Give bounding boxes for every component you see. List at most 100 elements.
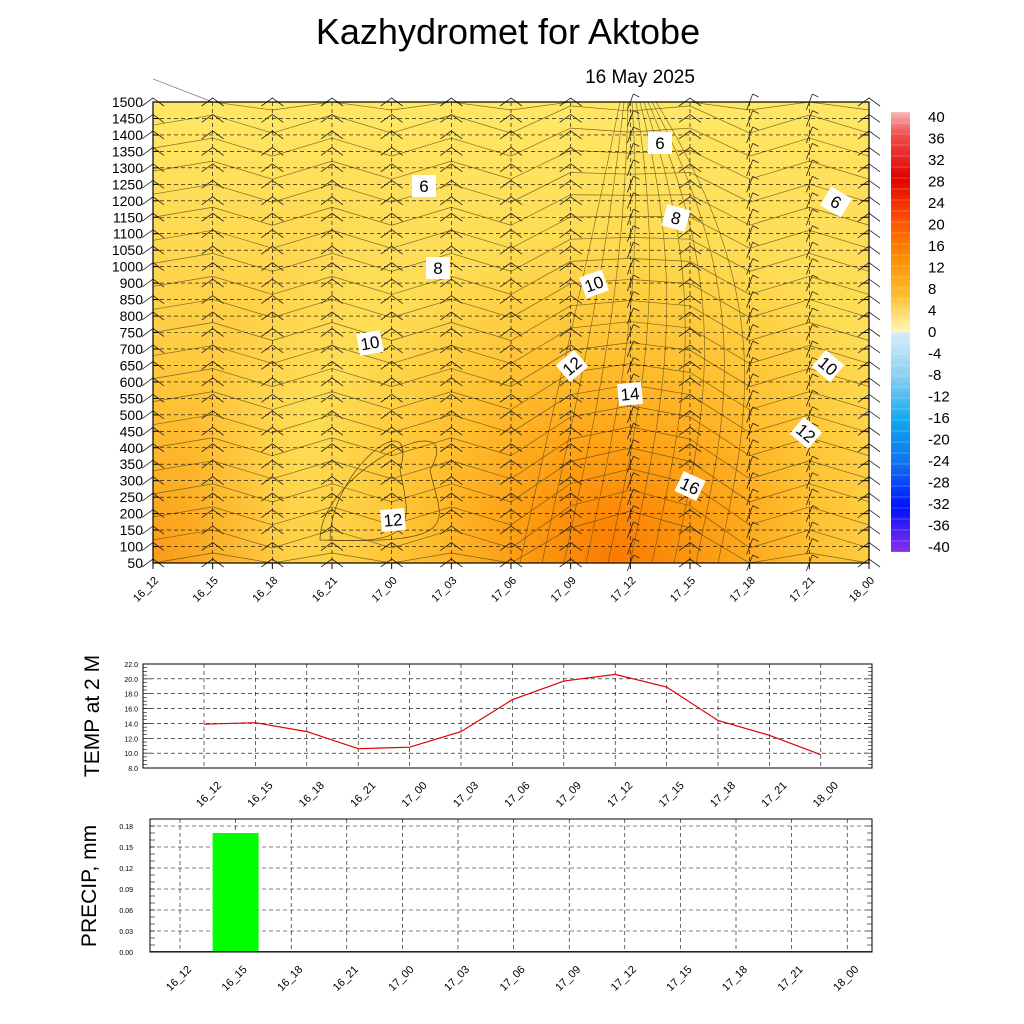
isotherm	[651, 101, 725, 564]
wind-barb	[201, 443, 224, 453]
y-tick-label: 20.0	[124, 677, 138, 684]
wind-barb	[261, 410, 284, 420]
colorbar-label: 40	[928, 109, 945, 126]
y-tick-label: 0.03	[119, 929, 133, 936]
wind-barb	[320, 459, 344, 469]
wind-barb	[380, 163, 403, 173]
wind-barb	[320, 245, 344, 255]
wind-barb	[440, 426, 463, 436]
wind-barb	[201, 311, 224, 321]
isotherm	[647, 101, 705, 564]
x-tick-label: 17_00	[370, 575, 400, 605]
cross-section-x-axis: 16_12 16_15 16_18 16_21 17_00 17_03 17_06 17_09…	[131, 563, 877, 605]
x-tick-label: 16_12	[164, 964, 194, 994]
wind-barb	[559, 443, 582, 453]
wind-barb	[320, 410, 344, 420]
wind-barb	[440, 97, 463, 107]
wind-barb	[440, 393, 463, 403]
x-tick-label: 16_15	[245, 780, 275, 810]
wind-barb	[440, 179, 463, 189]
wind-barb	[678, 443, 702, 453]
wind-barb	[678, 278, 702, 288]
y-tick-label: 600	[120, 374, 144, 390]
wind-barb	[746, 175, 759, 193]
wind-barb	[805, 488, 819, 506]
wind-barb	[559, 245, 582, 255]
wind-barb	[678, 245, 702, 255]
contour-label-group: 6	[820, 186, 852, 218]
wind-barb	[201, 542, 224, 551]
wind-barb	[380, 476, 403, 486]
wind-barb	[440, 459, 463, 469]
wind-barb	[678, 542, 702, 551]
wind-barb	[499, 443, 523, 453]
y-tick-label: 1400	[112, 127, 143, 143]
wind-barb	[678, 525, 702, 535]
wind-barb	[626, 439, 640, 456]
y-tick-label: 0.15	[119, 845, 133, 852]
wind-barb	[678, 146, 702, 156]
wind-barb	[559, 113, 582, 123]
contour-label-box	[617, 381, 643, 407]
wind-barb	[805, 472, 819, 489]
wind-barb	[201, 179, 224, 189]
x-tick-label: 16_21	[310, 575, 340, 605]
x-tick-label: 17_21	[759, 780, 789, 810]
contour-label-group: 12	[380, 507, 406, 533]
x-tick-label: 17_15	[668, 575, 698, 605]
temperature-panel: 22.020.018.016.014.012.010.08.0 16_12 16_…	[81, 655, 873, 810]
wind-barb	[559, 492, 582, 502]
wind-barb	[499, 360, 523, 370]
wind-barb	[201, 262, 224, 271]
wind-barb	[499, 245, 523, 255]
wind-barb	[320, 311, 344, 321]
x-tick-label: 16_15	[191, 575, 221, 605]
x-tick-label: 17_18	[708, 780, 738, 810]
wind-barb	[261, 509, 284, 518]
wind-barb	[320, 295, 344, 304]
wind-barb	[201, 295, 224, 304]
isotherm-closed	[319, 440, 440, 541]
wind-barb	[320, 163, 344, 173]
wind-barb	[261, 492, 284, 502]
colorbar-label: -36	[928, 518, 950, 535]
wind-barb	[626, 258, 640, 275]
colorbar-label: -40	[928, 539, 950, 556]
wind-barb	[626, 143, 640, 160]
y-tick-label: 0.00	[119, 950, 133, 957]
x-tick-label: 17_06	[502, 780, 532, 810]
wind-barb	[626, 241, 640, 259]
wind-barb	[559, 229, 582, 239]
wind-barb	[380, 558, 403, 568]
cross-section-frame	[152, 101, 870, 564]
wind-barb	[857, 97, 881, 107]
wind-barb	[201, 146, 224, 156]
wind-barb	[440, 163, 463, 173]
wind-barb	[440, 344, 463, 354]
contour-label: 14	[620, 384, 641, 405]
wind-barb	[499, 196, 523, 206]
wind-barb	[320, 344, 344, 354]
wind-barb	[746, 225, 759, 242]
wind-barb	[320, 377, 344, 387]
wind-barb	[678, 328, 702, 337]
wind-barb	[201, 509, 224, 518]
wind-barb	[678, 410, 702, 420]
wind-barb	[559, 525, 582, 535]
wind-barb	[261, 212, 284, 222]
isotherm	[152, 489, 870, 549]
wind-barb	[499, 295, 523, 304]
wind-barb	[559, 212, 582, 222]
precipitation-panel: 0.180.150.120.090.060.030.00 16_12 16_15 1…	[78, 818, 873, 994]
wind-barb	[440, 443, 463, 453]
wind-barb	[499, 278, 523, 288]
wind-barb	[626, 406, 640, 423]
wind-barb	[678, 311, 702, 321]
wind-barb	[626, 274, 640, 292]
wind-barb	[440, 509, 463, 518]
wind-barb	[320, 97, 344, 107]
x-tick-label: 17_06	[489, 575, 519, 605]
wind-barb	[499, 212, 523, 222]
wind-barb	[320, 212, 344, 222]
